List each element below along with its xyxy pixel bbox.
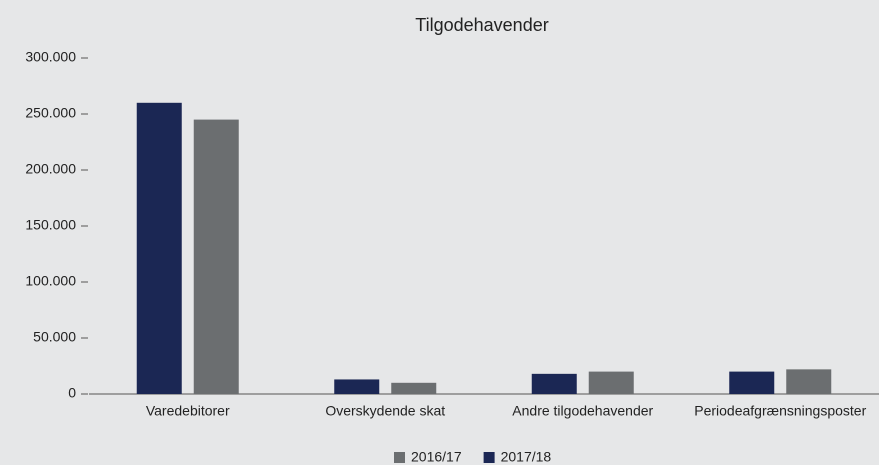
y-tick-label: 150.000 xyxy=(25,217,76,233)
x-tick-label: Periodeafgrænsningsposter xyxy=(694,403,866,419)
bar xyxy=(729,371,775,394)
bar xyxy=(786,369,832,394)
bar xyxy=(136,102,182,395)
bar xyxy=(193,119,239,394)
y-tick-label: 200.000 xyxy=(25,161,76,177)
legend-label: 2017/18 xyxy=(501,449,552,465)
legend-label: 2016/17 xyxy=(411,449,462,465)
legend-swatch xyxy=(394,452,405,463)
y-tick-label: 300.000 xyxy=(25,49,76,65)
legend-swatch xyxy=(483,452,495,463)
y-tick-label: 50.000 xyxy=(33,329,76,345)
x-tick-label: Andre tilgodehavender xyxy=(512,403,653,419)
bar xyxy=(334,379,380,394)
y-tick-label: 0 xyxy=(68,385,76,401)
y-tick-label: 100.000 xyxy=(25,273,76,289)
chart-title: Tilgodehavender xyxy=(415,15,548,35)
bar xyxy=(531,373,577,394)
bar xyxy=(588,371,634,394)
y-tick-label: 250.000 xyxy=(25,105,76,121)
x-tick-label: Varedebitorer xyxy=(146,403,230,419)
bar xyxy=(391,382,437,394)
x-tick-label: Overskydende skat xyxy=(325,403,445,419)
